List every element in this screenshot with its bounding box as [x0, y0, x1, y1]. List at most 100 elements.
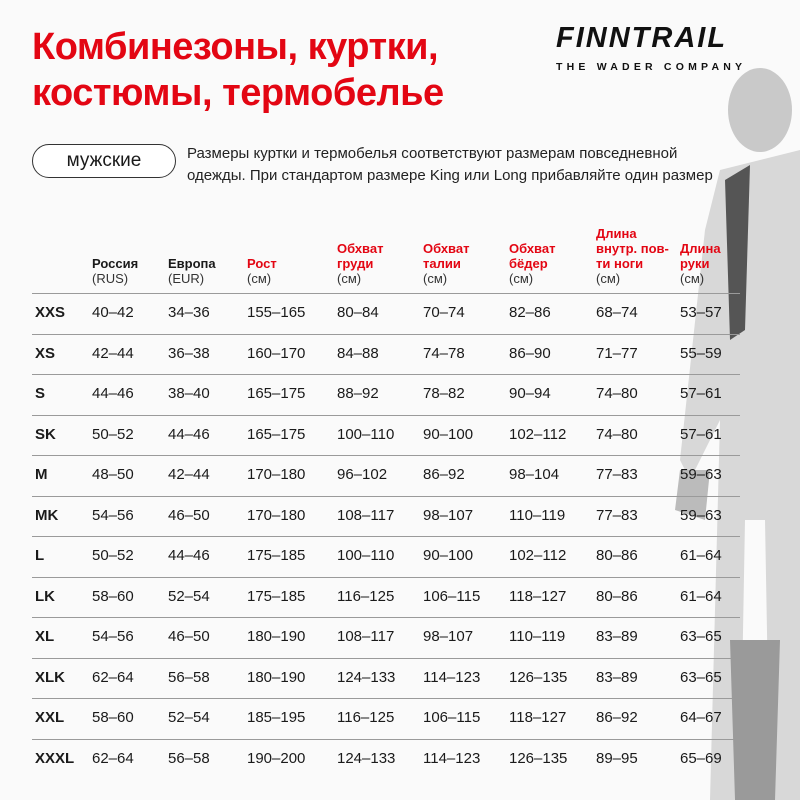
divider — [32, 657, 740, 659]
table-cell: 52–54 — [168, 587, 210, 605]
table-cell: 68–74 — [596, 304, 638, 321]
table-cell: 34–36 — [168, 304, 210, 321]
size-label: XS — [35, 344, 56, 362]
table-cell: 74–80 — [596, 385, 638, 402]
table-cell: 102–112 — [509, 425, 567, 443]
column-header: Длина руки (см) — [680, 200, 750, 286]
table-cell: 56–58 — [168, 668, 210, 686]
table-cell: 110–119 — [509, 506, 566, 524]
brand-tagline: THE WADER COMPANY — [556, 61, 747, 73]
table-cell: 55–59 — [680, 344, 722, 362]
table-cell: 180–190 — [247, 668, 306, 686]
table-cell: 84–88 — [337, 344, 379, 362]
table-cell: 155–165 — [247, 304, 306, 321]
table-cell: 180–190 — [247, 628, 306, 645]
table-cell: 124–133 — [337, 749, 396, 767]
table-cell: 62–64 — [92, 749, 134, 767]
table-cell: 58–60 — [92, 709, 134, 726]
table-cell: 89–95 — [596, 749, 638, 767]
table-cell: 165–175 — [247, 385, 306, 402]
column-header: Обхват груди (см) — [337, 200, 417, 286]
divider — [32, 414, 740, 416]
table-cell: 170–180 — [247, 506, 306, 524]
column-unit: (см) — [509, 271, 534, 286]
table-cell: 59–63 — [680, 466, 722, 483]
table-cell: 57–61 — [680, 385, 722, 402]
table-cell: 86–92 — [596, 709, 638, 726]
divider — [32, 576, 740, 578]
size-label: MK — [35, 506, 59, 524]
table-cell: 65–69 — [680, 749, 722, 767]
size-label: SK — [35, 425, 56, 443]
table-cell: 106–115 — [423, 587, 481, 605]
size-label: L — [35, 547, 45, 564]
column-label: Обхват груди — [337, 241, 384, 271]
table-cell: 83–89 — [596, 628, 638, 645]
brand-name: FINNTRAIL — [556, 22, 728, 54]
divider — [32, 617, 740, 618]
table-cell: 64–67 — [680, 709, 722, 726]
table-cell: 58–60 — [92, 587, 134, 605]
table-cell: 77–83 — [596, 506, 638, 524]
table-cell: 78–82 — [423, 385, 465, 402]
table-cell: 36–38 — [168, 344, 210, 362]
table-cell: 116–125 — [337, 709, 395, 726]
table-cell: 44–46 — [168, 425, 210, 443]
table-cell: 63–65 — [680, 668, 722, 686]
table-cell: 38–40 — [168, 385, 210, 402]
table-cell: 71–77 — [596, 344, 638, 362]
brand-logo: FINNTRAIL THE WADER COMPANY — [556, 22, 778, 73]
size-label: XXS — [35, 304, 66, 321]
table-row: L 50–52 44–46 175–185 100–110 90–100 102–112 80… — [0, 536, 760, 576]
size-label: XLK — [35, 668, 65, 686]
table-cell: 48–50 — [92, 466, 134, 483]
category-pill: мужские — [32, 144, 176, 178]
column-header: Длина внутр. пов-ти ноги (см) — [596, 200, 676, 286]
table-row: MK 54–56 46–50 170–180 108–117 98–107 110–119 7… — [0, 496, 760, 536]
table-cell: 110–119 — [509, 628, 566, 645]
column-unit: (см) — [337, 271, 362, 286]
table-cell: 57–61 — [680, 425, 722, 443]
table-cell: 108–117 — [337, 506, 395, 524]
table-row: XXL 58–60 52–54 185–195 116–125 106–115 118–12… — [0, 698, 760, 738]
table-row: LK 58–60 52–54 175–185 116–125 106–115 118–127… — [0, 577, 760, 617]
table-cell: 108–117 — [337, 628, 395, 645]
table-cell: 80–86 — [596, 587, 638, 605]
note-line: Размеры куртки и термобелья соответствую… — [187, 145, 678, 162]
table-cell: 42–44 — [168, 466, 210, 483]
table-cell: 53–57 — [680, 304, 722, 321]
table-cell: 185–195 — [247, 709, 306, 726]
table-cell: 46–50 — [168, 506, 210, 524]
table-cell: 96–102 — [337, 466, 388, 483]
table-cell: 118–127 — [509, 587, 567, 605]
table-cell: 160–170 — [247, 344, 306, 362]
column-label: Обхват бёдер — [509, 241, 556, 271]
table-cell: 118–127 — [509, 709, 567, 726]
table-row: XXXL 62–64 56–58 190–200 124–133 114–123 126–1… — [0, 739, 760, 779]
table-cell: 98–107 — [423, 628, 474, 645]
table-cell: 40–42 — [92, 304, 134, 321]
model-photo — [675, 68, 800, 800]
table-cell: 46–50 — [168, 628, 210, 645]
table-cell: 88–92 — [337, 385, 379, 402]
table-cell: 106–115 — [423, 709, 481, 726]
table-cell: 44–46 — [92, 385, 134, 402]
table-cell: 42–44 — [92, 344, 134, 362]
table-cell: 44–46 — [168, 547, 210, 564]
column-unit: (см) — [680, 271, 705, 286]
size-label: S — [35, 385, 46, 402]
table-cell: 170–180 — [247, 466, 306, 483]
column-label: Европа — [168, 256, 216, 271]
table-row: SK 50–52 44–46 165–175 100–110 90–100 102–112 7… — [0, 415, 760, 455]
table-cell: 74–80 — [596, 425, 638, 443]
column-unit: (см) — [596, 271, 621, 286]
column-label: Длина внутр. пов-ти ноги — [596, 226, 669, 271]
column-header: Обхват бёдер (см) — [509, 200, 589, 286]
column-header: Рост (см) — [247, 200, 327, 286]
table-cell: 82–86 — [509, 304, 551, 321]
table-cell: 61–64 — [680, 547, 722, 564]
table-cell: 100–110 — [337, 425, 395, 443]
column-unit: (см) — [423, 271, 448, 286]
column-unit: (EUR) — [168, 271, 205, 286]
table-cell: 80–84 — [337, 304, 379, 321]
